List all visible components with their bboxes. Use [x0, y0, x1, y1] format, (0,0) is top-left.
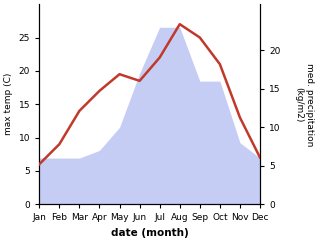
Y-axis label: med. precipitation
(kg/m2): med. precipitation (kg/m2)	[294, 62, 314, 146]
X-axis label: date (month): date (month)	[111, 228, 189, 238]
Y-axis label: max temp (C): max temp (C)	[4, 73, 13, 135]
